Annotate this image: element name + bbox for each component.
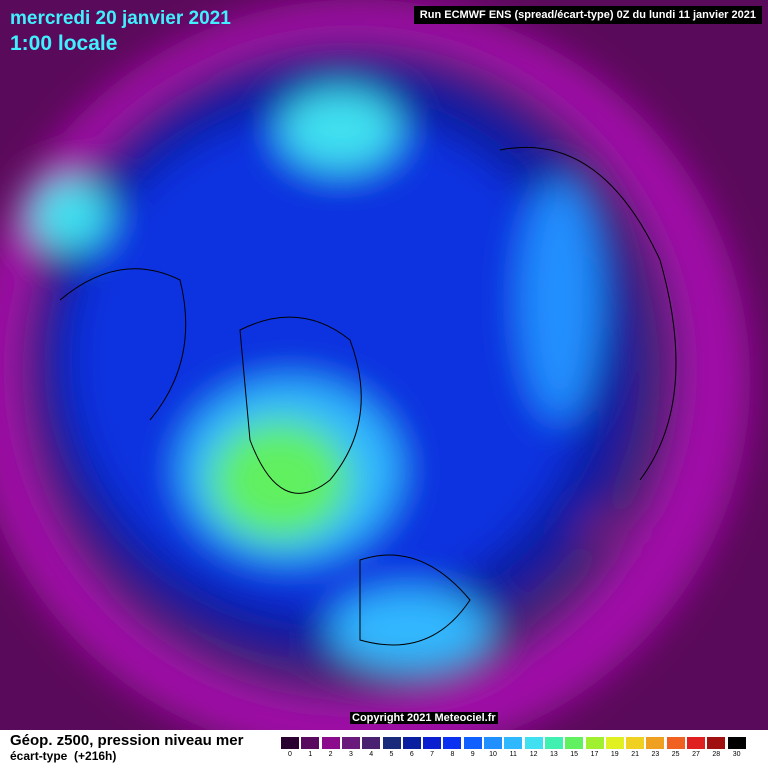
scale-label: 27 bbox=[692, 751, 700, 758]
scale-swatch bbox=[605, 737, 624, 749]
scale-step: 21 bbox=[625, 737, 645, 758]
date: mercredi 20 janvier 2021 bbox=[10, 8, 231, 29]
scale-swatch bbox=[362, 737, 381, 749]
scale-swatch bbox=[423, 737, 442, 749]
scale-step: 0 bbox=[280, 737, 300, 758]
scale-swatch bbox=[504, 737, 523, 749]
scale-swatch bbox=[341, 737, 360, 749]
scale-swatch bbox=[382, 737, 401, 749]
scale-step: 15 bbox=[564, 737, 584, 758]
scale-step: 7 bbox=[422, 737, 442, 758]
time: 1:00 locale bbox=[10, 32, 118, 55]
scale-label: 5 bbox=[389, 751, 394, 758]
legend-subtitle: écart-type (+216h) bbox=[10, 749, 117, 763]
scale-label: 17 bbox=[590, 751, 599, 758]
scale-swatch bbox=[707, 737, 726, 749]
scale-step: 2 bbox=[321, 737, 341, 758]
scale-swatch bbox=[727, 737, 746, 749]
scale-swatch bbox=[443, 737, 462, 749]
scale-label: 28 bbox=[712, 751, 721, 758]
scale-swatch bbox=[626, 737, 645, 749]
scale-step: 30 bbox=[727, 737, 747, 758]
scale-label: 12 bbox=[529, 751, 538, 758]
scale-label: 7 bbox=[430, 751, 435, 758]
scale-label: 8 bbox=[450, 751, 455, 758]
scale-label: 19 bbox=[610, 751, 619, 758]
scale-swatch bbox=[524, 737, 543, 749]
scale-swatch bbox=[281, 737, 299, 749]
scale-label: 2 bbox=[328, 751, 333, 758]
scale-step: 19 bbox=[605, 737, 625, 758]
scale-step: 17 bbox=[585, 737, 605, 758]
scale-swatch bbox=[463, 737, 482, 749]
scale-step: 5 bbox=[382, 737, 402, 758]
scale-step: 28 bbox=[706, 737, 726, 758]
scale-swatch bbox=[402, 737, 421, 749]
scale-step: 3 bbox=[341, 737, 361, 758]
map bbox=[0, 0, 768, 730]
scale-label: 25 bbox=[671, 751, 680, 758]
scale-label: 3 bbox=[348, 751, 353, 758]
scale-step: 9 bbox=[463, 737, 483, 758]
scale-step: 13 bbox=[544, 737, 564, 758]
scale-label: 30 bbox=[732, 751, 741, 758]
scale-swatch bbox=[544, 737, 563, 749]
scale-step: 4 bbox=[361, 737, 381, 758]
scale-step: 12 bbox=[524, 737, 544, 758]
scale-step: 23 bbox=[645, 737, 665, 758]
scale-label: 1 bbox=[308, 751, 313, 758]
copyright: Copyright 2021 Meteociel.fr bbox=[350, 712, 498, 724]
scale-label: 13 bbox=[549, 751, 558, 758]
scale-step: 25 bbox=[666, 737, 686, 758]
scale-swatch bbox=[565, 737, 584, 749]
scale-swatch bbox=[666, 737, 685, 749]
run-info: Run ECMWF ENS (spread/écart-type) 0Z du … bbox=[413, 6, 762, 24]
scale-step: 11 bbox=[503, 737, 523, 758]
scale-swatch bbox=[321, 737, 340, 749]
scale-step: 27 bbox=[686, 737, 706, 758]
scale-label: 0 bbox=[288, 751, 292, 758]
scale-step: 8 bbox=[442, 737, 462, 758]
scale-step: 1 bbox=[300, 737, 320, 758]
scale-label: 9 bbox=[470, 751, 475, 758]
scale-label: 10 bbox=[489, 751, 497, 758]
scale-label: 11 bbox=[509, 751, 517, 758]
scale-swatch bbox=[646, 737, 665, 749]
scale-swatch bbox=[301, 737, 320, 749]
scale-label: 4 bbox=[369, 751, 374, 758]
scale-swatch bbox=[687, 737, 705, 749]
scale-label: 6 bbox=[409, 751, 414, 758]
scale-label: 21 bbox=[631, 751, 639, 758]
scale-swatch bbox=[484, 737, 502, 749]
scale-step: 6 bbox=[402, 737, 422, 758]
scale-step: 10 bbox=[483, 737, 503, 758]
scale-swatch bbox=[585, 737, 604, 749]
legend-title: Géop. z500, pression niveau mer bbox=[10, 732, 244, 749]
scale-label: 23 bbox=[651, 751, 660, 758]
scale-label: 15 bbox=[570, 751, 579, 758]
